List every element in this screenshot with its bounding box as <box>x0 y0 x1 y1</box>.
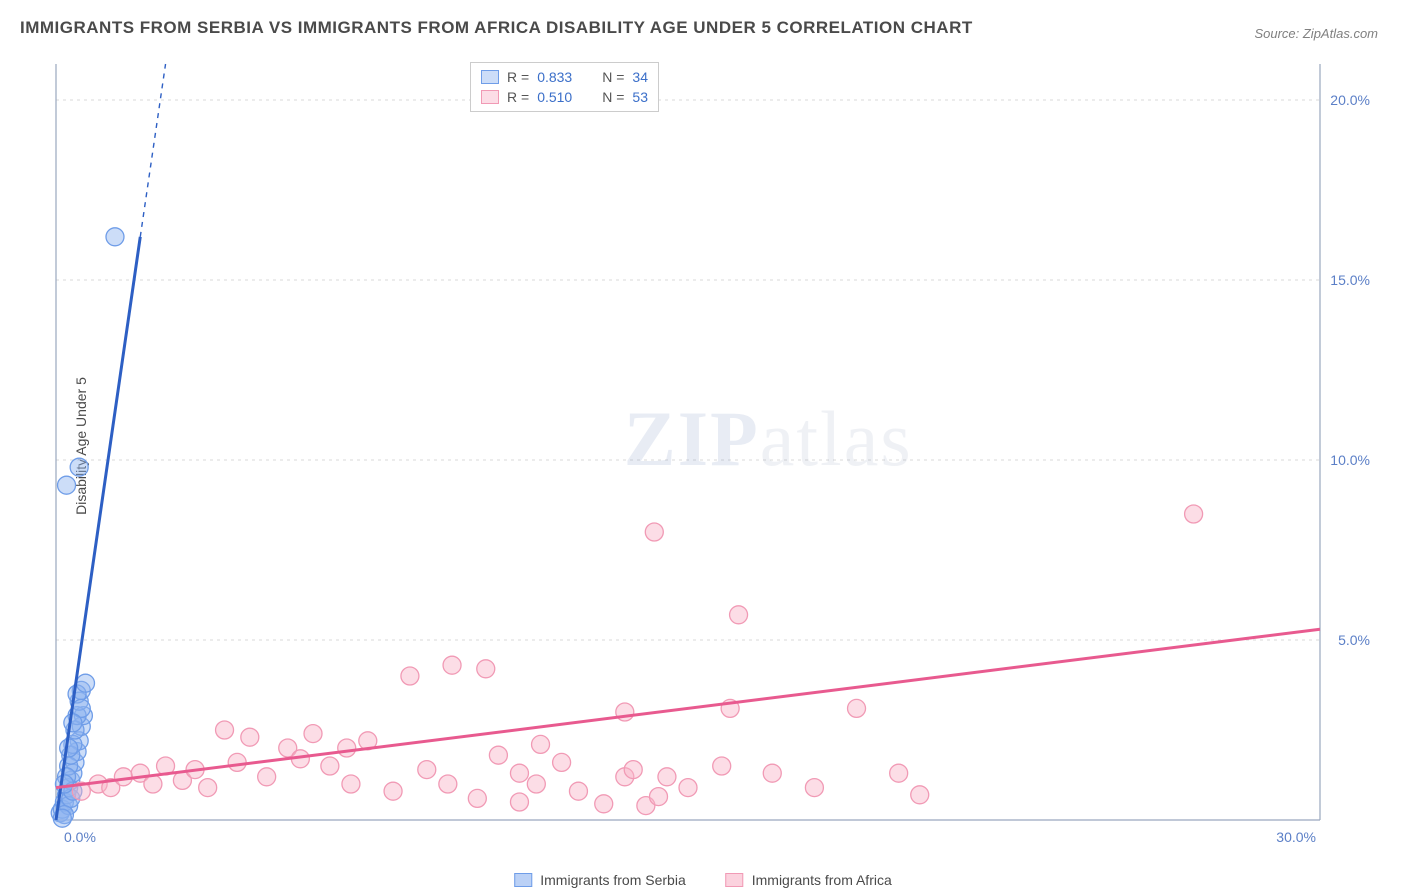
svg-text:5.0%: 5.0% <box>1338 632 1370 648</box>
n-value: 34 <box>632 69 648 85</box>
series-legend: Immigrants from Serbia Immigrants from Af… <box>514 872 892 888</box>
legend-row: R = 0.833 N = 34 <box>481 67 648 87</box>
legend-swatch <box>481 90 499 104</box>
series-legend-item: Immigrants from Serbia <box>514 872 685 888</box>
chart-title: IMMIGRANTS FROM SERBIA VS IMMIGRANTS FRO… <box>20 18 973 38</box>
scatter-plot: 5.0% 10.0% 15.0% 20.0% 0.0% 30.0% R = 0.833 N =… <box>50 60 1380 850</box>
r-value: 0.510 <box>537 89 572 105</box>
svg-text:10.0%: 10.0% <box>1330 452 1370 468</box>
legend-swatch <box>514 873 532 887</box>
n-label: N = <box>602 89 624 105</box>
svg-text:20.0%: 20.0% <box>1330 92 1370 108</box>
legend-label: Immigrants from Serbia <box>540 872 685 888</box>
legend-label: Immigrants from Africa <box>752 872 892 888</box>
legend-swatch <box>481 70 499 84</box>
correlation-legend: R = 0.833 N = 34 R = 0.510 N = 53 <box>470 62 659 112</box>
n-label: N = <box>602 69 624 85</box>
source-attribution: Source: ZipAtlas.com <box>1254 26 1378 41</box>
r-label: R = <box>507 89 529 105</box>
svg-text:0.0%: 0.0% <box>64 829 96 845</box>
svg-text:15.0%: 15.0% <box>1330 272 1370 288</box>
legend-swatch <box>726 873 744 887</box>
r-value: 0.833 <box>537 69 572 85</box>
r-label: R = <box>507 69 529 85</box>
series-legend-item: Immigrants from Africa <box>726 872 892 888</box>
svg-text:30.0%: 30.0% <box>1276 829 1316 845</box>
legend-row: R = 0.510 N = 53 <box>481 87 648 107</box>
chart-canvas: 5.0% 10.0% 15.0% 20.0% 0.0% 30.0% <box>50 60 1380 850</box>
n-value: 53 <box>632 89 648 105</box>
